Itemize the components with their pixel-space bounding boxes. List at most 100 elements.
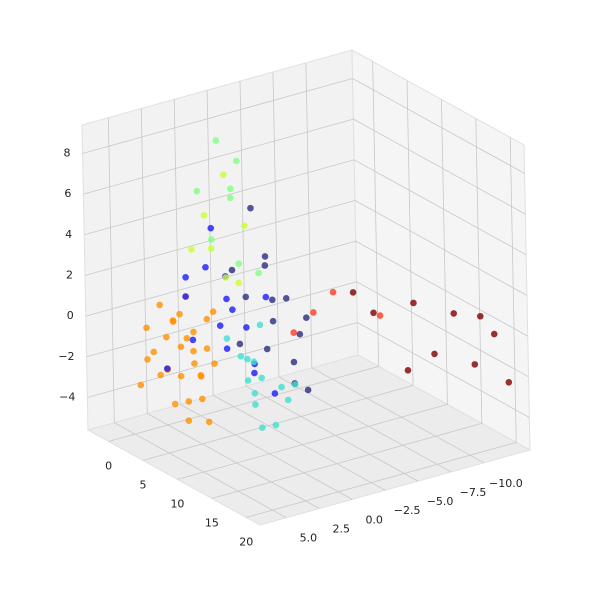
grid-line — [86, 281, 357, 358]
tick-label: 2.5 — [333, 523, 351, 536]
point — [261, 253, 269, 260]
tick-label: −2.5 — [394, 504, 421, 517]
point — [222, 274, 230, 281]
tick-label: 15 — [205, 516, 219, 529]
point — [227, 185, 234, 193]
point — [244, 377, 252, 384]
point — [163, 333, 170, 341]
point — [376, 312, 384, 319]
grid-line — [212, 394, 386, 491]
grid-line — [177, 404, 448, 480]
point — [197, 371, 205, 379]
tick-label: 10 — [170, 497, 184, 510]
point — [329, 288, 337, 296]
grid-line — [239, 81, 247, 387]
grid-line — [211, 423, 482, 499]
point — [207, 245, 215, 252]
grid-line — [356, 281, 529, 378]
tick-label: 0.0 — [365, 513, 383, 526]
grid-line — [509, 137, 517, 443]
grid-line — [353, 159, 527, 256]
grid-line — [245, 385, 419, 482]
point — [490, 330, 498, 338]
point — [304, 386, 312, 394]
grid-line — [475, 118, 483, 424]
point — [157, 371, 164, 379]
point — [182, 293, 189, 300]
point — [290, 358, 298, 366]
point — [209, 308, 217, 316]
point — [278, 383, 285, 391]
point — [190, 347, 197, 355]
point — [207, 224, 215, 232]
point — [505, 378, 513, 386]
point — [232, 157, 240, 165]
point — [212, 137, 220, 144]
point — [200, 212, 208, 219]
grid-line — [352, 78, 525, 174]
point — [471, 361, 479, 368]
grid-line — [206, 90, 214, 396]
point — [223, 295, 230, 303]
grid-line — [355, 240, 528, 337]
point — [404, 367, 412, 374]
point — [271, 390, 279, 397]
point — [269, 317, 277, 325]
tick-label: 8 — [64, 146, 71, 159]
grid-line — [357, 322, 530, 418]
grid-line — [272, 71, 280, 377]
point — [143, 324, 150, 332]
point — [282, 295, 290, 302]
point — [303, 314, 310, 321]
point — [450, 310, 458, 317]
point — [237, 353, 245, 360]
point — [169, 318, 177, 325]
tick-label: 2 — [66, 268, 73, 281]
grid-line — [140, 108, 148, 414]
point — [244, 355, 251, 363]
point — [251, 390, 259, 397]
point — [193, 187, 201, 195]
grid-line — [173, 99, 181, 405]
point — [185, 398, 193, 405]
point — [476, 312, 484, 320]
grid-line — [311, 367, 485, 464]
point — [177, 372, 185, 380]
point — [261, 262, 269, 269]
grid-line — [87, 322, 358, 398]
point — [176, 310, 183, 318]
point — [262, 293, 270, 301]
point — [208, 236, 215, 243]
right-pane — [351, 49, 531, 451]
grid-line — [246, 442, 517, 518]
grid-line — [354, 200, 528, 296]
point — [223, 335, 231, 342]
grid-line — [353, 118, 526, 215]
grid-line — [82, 78, 353, 154]
grid-line — [84, 159, 355, 236]
point — [137, 381, 145, 389]
point — [216, 322, 224, 329]
point — [269, 296, 276, 304]
point — [228, 266, 236, 274]
point — [156, 301, 163, 309]
grid-line — [147, 413, 320, 509]
point — [182, 273, 189, 281]
point — [255, 269, 262, 277]
point — [235, 260, 242, 268]
grid-line — [441, 99, 448, 405]
point — [410, 299, 417, 307]
point — [211, 360, 218, 367]
tick-label: 0 — [105, 459, 112, 472]
point — [431, 350, 438, 358]
point — [284, 396, 292, 404]
point — [235, 279, 242, 287]
point — [189, 336, 197, 344]
point — [171, 400, 179, 408]
point — [242, 293, 250, 301]
point — [229, 306, 236, 313]
point — [177, 343, 185, 351]
grid-line — [108, 366, 379, 442]
point — [190, 328, 197, 336]
